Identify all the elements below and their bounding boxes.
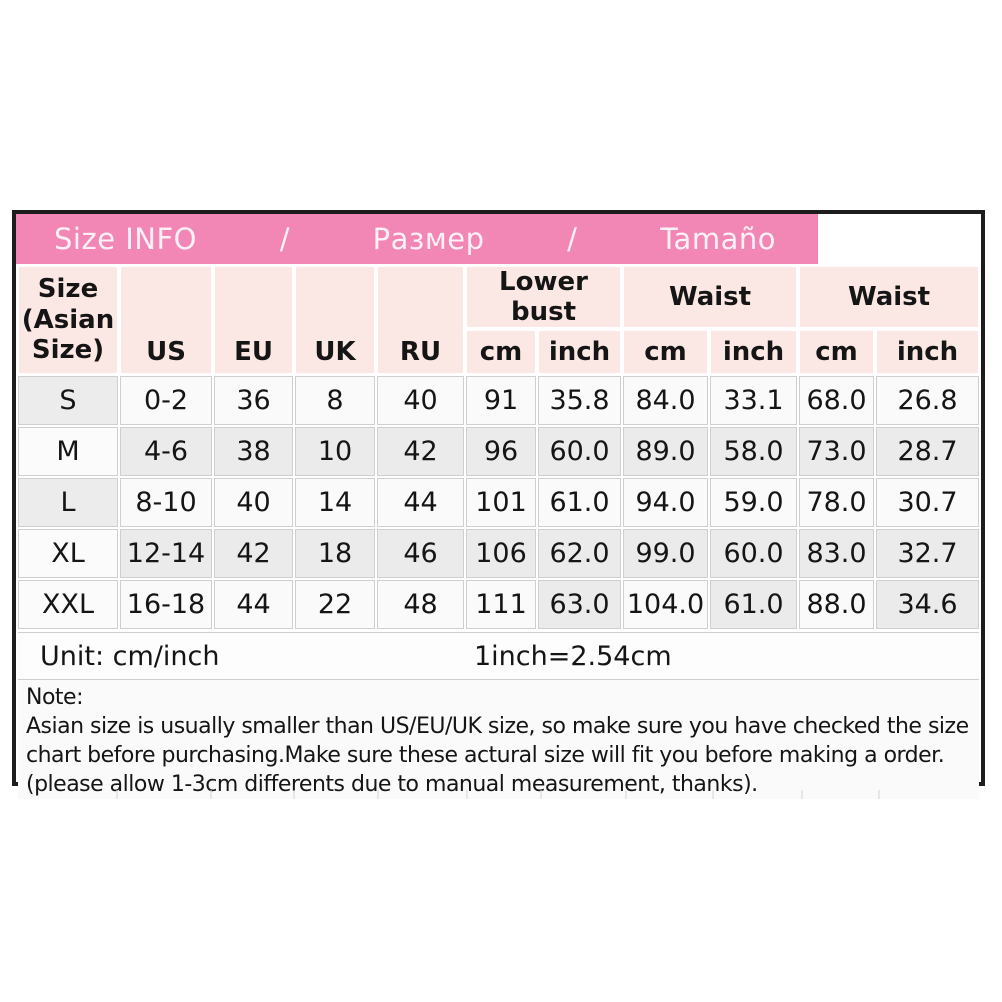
header-group-row: Size (Asian Size) US EU UK RU Lower bust… bbox=[18, 266, 980, 374]
waist2-cm-value: 88.0 bbox=[799, 580, 875, 629]
table-row-m: M 4-6 38 10 42 96 60.0 89.0 58.0 73.0 28… bbox=[18, 427, 980, 476]
waist-inch-header: inch bbox=[710, 330, 798, 374]
uk-value: 22 bbox=[295, 580, 375, 629]
note-section: Note: Asian size is usually smaller than… bbox=[18, 679, 979, 799]
us-value: 0-2 bbox=[120, 376, 212, 425]
eu-value: 36 bbox=[214, 376, 293, 425]
eu-value: 44 bbox=[214, 580, 293, 629]
waist-group-header: Waist bbox=[623, 266, 798, 328]
waist-cm-value: 104.0 bbox=[623, 580, 709, 629]
title-bar-pink-band: Size INFO / Размер / Tamaño bbox=[16, 214, 818, 264]
eu-column-header: EU bbox=[214, 266, 293, 374]
us-value: 4-6 bbox=[120, 427, 212, 476]
table-row-xl: XL 12-14 42 18 46 106 62.0 99.0 60.0 83.… bbox=[18, 529, 980, 578]
waist-inch-value: 58.0 bbox=[710, 427, 798, 476]
ru-value: 40 bbox=[377, 376, 464, 425]
title-tamano: Tamaño bbox=[660, 222, 776, 256]
size-label: XL bbox=[18, 529, 118, 578]
table-row-xxl: XXL 16-18 44 22 48 111 63.0 104.0 61.0 8… bbox=[18, 580, 980, 629]
waist2-cm-value: 78.0 bbox=[799, 478, 875, 527]
waist-inch-value: 59.0 bbox=[710, 478, 798, 527]
lower-bust-cm-value: 91 bbox=[466, 376, 536, 425]
us-column-header: US bbox=[120, 266, 212, 374]
lower-bust-inch-value: 62.0 bbox=[538, 529, 622, 578]
size-column-header: Size (Asian Size) bbox=[18, 266, 118, 374]
title-separator: / bbox=[279, 222, 290, 256]
ru-value: 44 bbox=[377, 478, 464, 527]
waist-cm-value: 84.0 bbox=[623, 376, 709, 425]
waist-cm-value: 99.0 bbox=[623, 529, 709, 578]
table-row-s: S 0-2 36 8 40 91 35.8 84.0 33.1 68.0 26.… bbox=[18, 376, 980, 425]
waist-inch-value: 60.0 bbox=[710, 529, 798, 578]
header-unit-row: cm inch cm inch cm inch bbox=[18, 330, 980, 374]
lower-bust-cm-value: 101 bbox=[466, 478, 536, 527]
us-value: 8-10 bbox=[120, 478, 212, 527]
waist2-inch-value: 28.7 bbox=[876, 427, 980, 476]
waist2-inch-value: 34.6 bbox=[876, 580, 980, 629]
waist-cm-value: 89.0 bbox=[623, 427, 709, 476]
size-label: M bbox=[18, 427, 118, 476]
lower-bust-inch-value: 60.0 bbox=[538, 427, 622, 476]
waist2-group-header: Waist bbox=[799, 266, 980, 328]
waist2-inch-header: inch bbox=[876, 330, 980, 374]
lower-bust-cm-value: 111 bbox=[466, 580, 536, 629]
eu-value: 40 bbox=[214, 478, 293, 527]
cropped-next-row-artifact bbox=[12, 790, 985, 802]
uk-value: 10 bbox=[295, 427, 375, 476]
waist2-inch-value: 32.7 bbox=[876, 529, 980, 578]
eu-value: 38 bbox=[214, 427, 293, 476]
lower-bust-cm-header: cm bbox=[466, 330, 536, 374]
ru-value: 42 bbox=[377, 427, 464, 476]
lower-bust-inch-value: 35.8 bbox=[538, 376, 622, 425]
waist-inch-value: 61.0 bbox=[710, 580, 798, 629]
table-row-l: L 8-10 40 14 44 101 61.0 94.0 59.0 78.0 … bbox=[18, 478, 980, 527]
lower-bust-cm-value: 96 bbox=[466, 427, 536, 476]
note-title: Note: bbox=[26, 685, 84, 710]
uk-column-header: UK bbox=[295, 266, 375, 374]
waist2-cm-value: 83.0 bbox=[799, 529, 875, 578]
waist2-cm-header: cm bbox=[799, 330, 875, 374]
waist-cm-header: cm bbox=[623, 330, 709, 374]
us-value: 16-18 bbox=[120, 580, 212, 629]
size-table-grid: Size (Asian Size) US EU UK RU Lower bust… bbox=[16, 264, 981, 631]
uk-value: 18 bbox=[295, 529, 375, 578]
inch-conversion-label: 1inch=2.54cm bbox=[474, 640, 672, 672]
us-value: 12-14 bbox=[120, 529, 212, 578]
size-chart-title-bar: Size INFO / Размер / Tamaño bbox=[16, 214, 981, 264]
waist-cm-value: 94.0 bbox=[623, 478, 709, 527]
lower-bust-group-header: Lower bust bbox=[466, 266, 622, 328]
waist2-inch-value: 26.8 bbox=[876, 376, 980, 425]
title-size-info: Size INFO bbox=[54, 222, 198, 256]
size-label: S bbox=[18, 376, 118, 425]
waist2-cm-value: 68.0 bbox=[799, 376, 875, 425]
lower-bust-cm-value: 106 bbox=[466, 529, 536, 578]
lower-bust-inch-value: 63.0 bbox=[538, 580, 622, 629]
title-bar-blank bbox=[818, 214, 981, 264]
waist2-inch-value: 30.7 bbox=[876, 478, 980, 527]
eu-value: 42 bbox=[214, 529, 293, 578]
uk-value: 8 bbox=[295, 376, 375, 425]
ru-column-header: RU bbox=[377, 266, 464, 374]
title-razmer: Размер bbox=[372, 222, 485, 256]
ru-value: 48 bbox=[377, 580, 464, 629]
waist-inch-value: 33.1 bbox=[710, 376, 798, 425]
size-chart: Size INFO / Размер / Tamaño Size (Asian … bbox=[12, 210, 985, 799]
waist2-cm-value: 73.0 bbox=[799, 427, 875, 476]
unit-footer-row: Unit: cm/inch 1inch=2.54cm bbox=[18, 632, 979, 679]
size-label: L bbox=[18, 478, 118, 527]
size-label: XXL bbox=[18, 580, 118, 629]
lower-bust-inch-value: 61.0 bbox=[538, 478, 622, 527]
note-body: Asian size is usually smaller than US/EU… bbox=[26, 714, 969, 797]
lower-bust-inch-header: inch bbox=[538, 330, 622, 374]
uk-value: 14 bbox=[295, 478, 375, 527]
ru-value: 46 bbox=[377, 529, 464, 578]
unit-label: Unit: cm/inch bbox=[40, 640, 220, 672]
title-separator: / bbox=[567, 222, 578, 256]
